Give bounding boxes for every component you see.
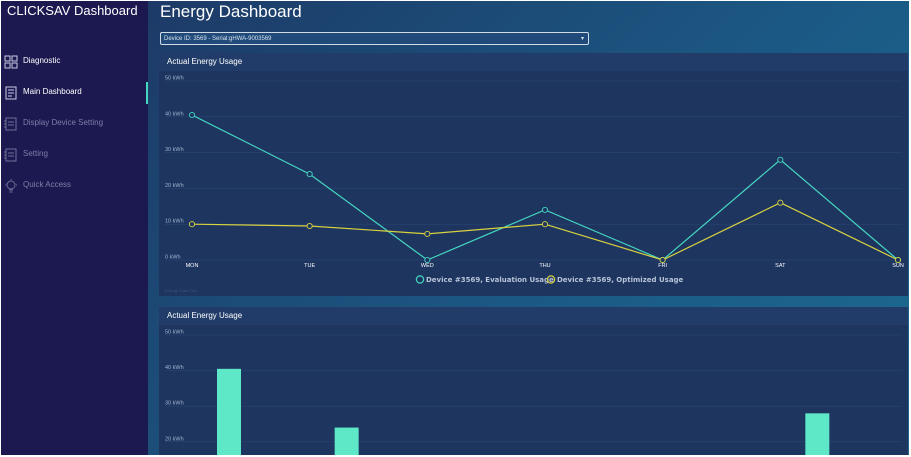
data-point [777,199,784,206]
data-point [777,156,784,163]
device-select[interactable]: Device ID: 3569 - Serial:gHWA-9003569 ▾ [160,32,589,45]
data-point [541,206,549,213]
data-point [188,221,196,228]
sidebar-item-label: Display Device Setting [23,118,104,127]
x-tick-label: MON [186,263,199,269]
data-point [306,222,313,230]
card-title: Actual Energy Usage [167,311,243,320]
data-point [894,256,902,264]
sidebar-item-main-dashboard[interactable]: Main Dashboard [1,82,148,106]
y-tick-label: 0 kWh [165,255,181,261]
x-tick-label: WED [421,263,434,269]
active-indicator [146,82,148,104]
sidebar-item-setting[interactable]: Setting [1,144,148,168]
y-tick-label: 40 kWh [165,111,184,117]
app-title: CLICKSAV Dashboard [7,3,138,18]
device-select-value: Device ID: 3569 - Serial:gHWA-9003569 [164,36,272,42]
bar [217,368,241,455]
bar-chart-card: Actual Energy Usage 50 kWh 40 kWh 30 kWh 20… [159,307,908,455]
legend-marker [415,275,425,284]
card-title: Actual Energy Usage [167,57,243,66]
y-tick-label: 30 kWh [165,147,184,153]
y-tick-label: 50 kWh [165,76,184,82]
x-tick-label: TUE [304,263,315,269]
dashboard-icon [4,86,18,100]
grid-icon [4,55,18,69]
data-point [306,171,313,178]
bar [805,413,830,455]
sidebar-item-label: Diagnostic [23,56,61,65]
bar-chart: 50 kWh 40 kWh 30 kWh 20 kWh [165,330,902,455]
sidebar-item-label: Main Dashboard [23,87,82,96]
y-tick-label: 20 kWh [165,183,184,189]
sidebar: CLICKSAV Dashboard Diagnostic [1,1,148,455]
data-point [659,256,666,264]
bar [334,427,359,455]
sidebar-item-label: Quick Access [23,180,72,189]
display-settings-icon [4,117,18,131]
legend-label: Device #3569, Optimized Usage [557,276,684,284]
settings-icon [4,148,18,162]
data-point [424,256,431,264]
y-tick-label: 40 kWh [165,365,184,371]
x-tick-label: THU [539,263,550,269]
data-point [188,111,196,119]
y-tick-label: 20 kWh [165,436,184,442]
series-line [191,114,899,261]
main-content: Energy Dashboard Device ID: 3569 - Seria… [148,1,909,455]
data-point [424,230,431,237]
data-point [541,221,549,228]
sidebar-item-quick-access[interactable]: Quick Access [1,175,148,199]
chevron-down-icon: ▾ [580,36,584,42]
y-tick-label: 10 kWh [165,219,184,225]
chart-watermark: Energy Chart Tool [165,288,197,293]
x-tick-label: SUN [892,263,904,269]
line-chart-card: Actual Energy Usage 50 kWh 40 kWh 30 kWh 20… [159,53,908,296]
x-tick-label: FRI [658,263,667,269]
line-chart: 50 kWh 40 kWh 30 kWh 20 kWh 10 kWh 0 kWh MON TU… [165,76,904,293]
sidebar-item-diagnostic[interactable]: Diagnostic [1,51,148,75]
card-header: Actual Energy Usage [159,53,908,71]
x-tick-label: SAT [775,263,786,269]
legend-marker [546,275,556,284]
legend-label: Device #3569, Evaluation Usage [426,276,554,284]
page-title: Energy Dashboard [160,2,302,21]
y-tick-label: 50 kWh [165,330,184,336]
y-tick-label: 30 kWh [165,401,184,407]
card-header: Actual Energy Usage [159,307,908,325]
lightbulb-icon [4,179,18,193]
sidebar-item-label: Setting [23,149,48,158]
sidebar-item-display-device-setting[interactable]: Display Device Setting [1,113,148,137]
